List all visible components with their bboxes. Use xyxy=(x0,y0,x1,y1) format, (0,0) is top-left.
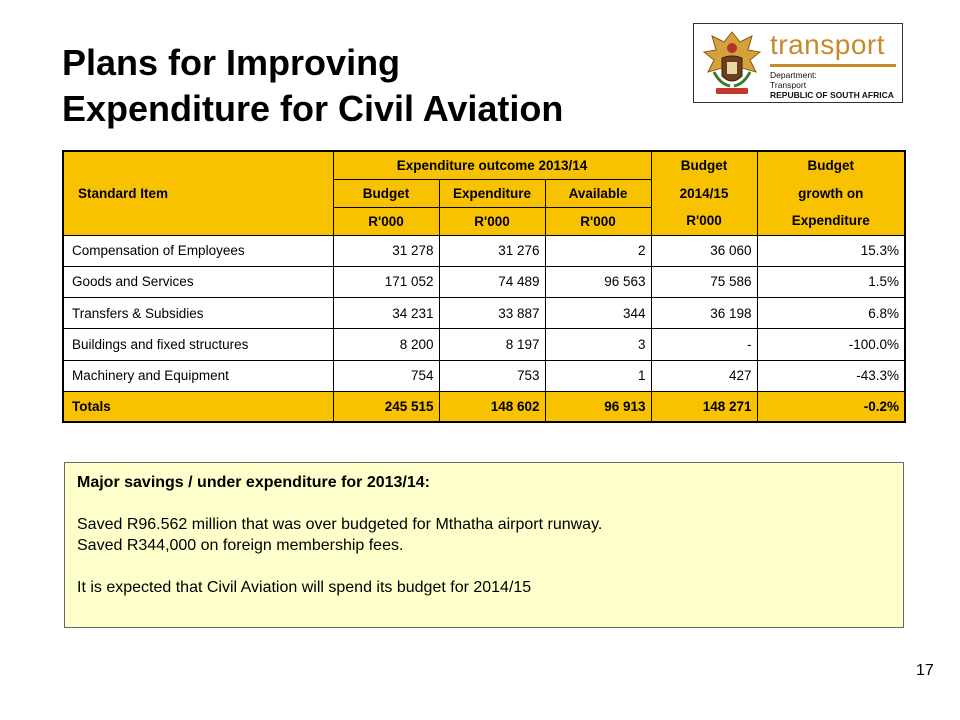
notes-line: Saved R96.562 million that was over budg… xyxy=(77,516,603,533)
row-budget-2014: 427 xyxy=(650,359,758,392)
table-row: Machinery and Equipment 754 753 1 427 -4… xyxy=(62,359,906,392)
logo-line-transport: Transport xyxy=(770,80,807,90)
row-item: Compensation of Employees xyxy=(62,234,334,267)
page-number: 17 xyxy=(916,662,934,679)
header-unit: R'000 xyxy=(438,206,546,236)
header-growth-bottom: Expenditure xyxy=(756,207,906,236)
logo-department-text: Department: Transport REPUBLIC OF SOUTH … xyxy=(770,70,894,100)
header-growth-top: Budget xyxy=(756,150,906,179)
notes-spacer xyxy=(77,556,891,577)
header-standard-item: Standard Item xyxy=(62,150,334,236)
row-expenditure: 753 xyxy=(438,359,546,392)
table-header-row: Standard Item Expenditure outcome 2013/1… xyxy=(62,150,906,236)
slide-title-line-2: Expenditure for Civil Aviation xyxy=(62,88,564,129)
table-header-row: Budget Expenditure Available 2014/15 gro… xyxy=(63,178,906,208)
expenditure-table: Standard Item Expenditure outcome 2013/1… xyxy=(62,150,907,424)
row-expenditure: 33 887 xyxy=(438,297,546,330)
row-expenditure: 8 197 xyxy=(438,328,546,361)
slide-title-line-1: Plans for Improving xyxy=(62,42,401,83)
row-budget-2014: 75 586 xyxy=(650,265,758,299)
row-growth: 15.3% xyxy=(756,234,906,267)
totals-budget: 245 515 xyxy=(332,390,440,423)
savings-notes-box: Major savings / under expenditure for 20… xyxy=(64,462,904,628)
totals-row: Totals 245 515 148 602 96 913 148 271 -0… xyxy=(62,390,906,423)
row-budget: 8 200 xyxy=(332,328,440,361)
notes-heading: Major savings / under expenditure for 20… xyxy=(77,474,430,491)
header-budget-2014-top: Budget xyxy=(650,150,758,179)
totals-available: 96 913 xyxy=(544,390,652,423)
row-available: 344 xyxy=(544,297,652,330)
header-unit: R'000 xyxy=(544,206,652,236)
department-logo: transport Department: Transport REPUBLIC… xyxy=(693,23,903,103)
header-budget-2014-mid: 2014/15 xyxy=(650,179,758,207)
row-budget: 31 278 xyxy=(332,234,440,267)
logo-line-department: Department: xyxy=(770,70,817,80)
table-header-row: R'000 R'000 R'000 R'000 Expenditure xyxy=(63,206,906,236)
row-growth: 1.5% xyxy=(756,265,906,299)
header-budget: Budget xyxy=(332,178,440,208)
header-expenditure: Expenditure xyxy=(438,178,546,208)
row-available: 3 xyxy=(544,328,652,361)
table-row: Compensation of Employees 31 278 31 276 … xyxy=(62,234,906,267)
logo-line-country: REPUBLIC OF SOUTH AFRICA xyxy=(770,90,894,100)
notes-line: It is expected that Civil Aviation will … xyxy=(77,579,532,596)
row-available: 96 563 xyxy=(544,265,652,299)
slide-title: Plans for Improving Expenditure for Civi… xyxy=(62,40,563,132)
table-row: Transfers & Subsidies 34 231 33 887 344 … xyxy=(62,297,906,330)
logo-divider xyxy=(770,64,896,67)
row-growth: -43.3% xyxy=(756,359,906,392)
row-budget-2014: 36 198 xyxy=(650,297,758,330)
table-row: Buildings and fixed structures 8 200 8 1… xyxy=(62,328,906,361)
coat-of-arms-icon xyxy=(702,31,762,94)
row-item: Buildings and fixed structures xyxy=(62,328,334,361)
header-available: Available xyxy=(544,178,652,208)
logo-brand-text: transport xyxy=(770,29,885,60)
notes-spacer xyxy=(77,493,891,514)
row-growth: 6.8% xyxy=(756,297,906,330)
row-item: Transfers & Subsidies xyxy=(62,297,334,330)
row-budget-2014: - xyxy=(650,328,758,361)
header-expenditure-outcome: Expenditure outcome 2013/14 xyxy=(332,150,652,180)
row-expenditure: 74 489 xyxy=(438,265,546,299)
notes-line: Saved R344,000 on foreign membership fee… xyxy=(77,537,404,554)
header-unit: R'000 xyxy=(332,206,440,236)
table-row: Goods and Services 171 052 74 489 96 563… xyxy=(62,265,906,299)
totals-label: Totals xyxy=(62,390,334,423)
row-budget: 171 052 xyxy=(332,265,440,299)
row-available: 1 xyxy=(544,359,652,392)
row-item: Machinery and Equipment xyxy=(62,359,334,392)
row-budget: 754 xyxy=(332,359,440,392)
totals-growth: -0.2% xyxy=(756,390,906,423)
row-expenditure: 31 276 xyxy=(438,234,546,267)
header-growth-mid: growth on xyxy=(756,179,906,207)
row-item: Goods and Services xyxy=(62,265,334,299)
row-available: 2 xyxy=(544,234,652,267)
totals-expenditure: 148 602 xyxy=(438,390,546,423)
header-unit: R'000 xyxy=(650,207,758,236)
totals-budget-2014: 148 271 xyxy=(650,390,758,423)
row-budget: 34 231 xyxy=(332,297,440,330)
row-growth: -100.0% xyxy=(756,328,906,361)
row-budget-2014: 36 060 xyxy=(650,234,758,267)
